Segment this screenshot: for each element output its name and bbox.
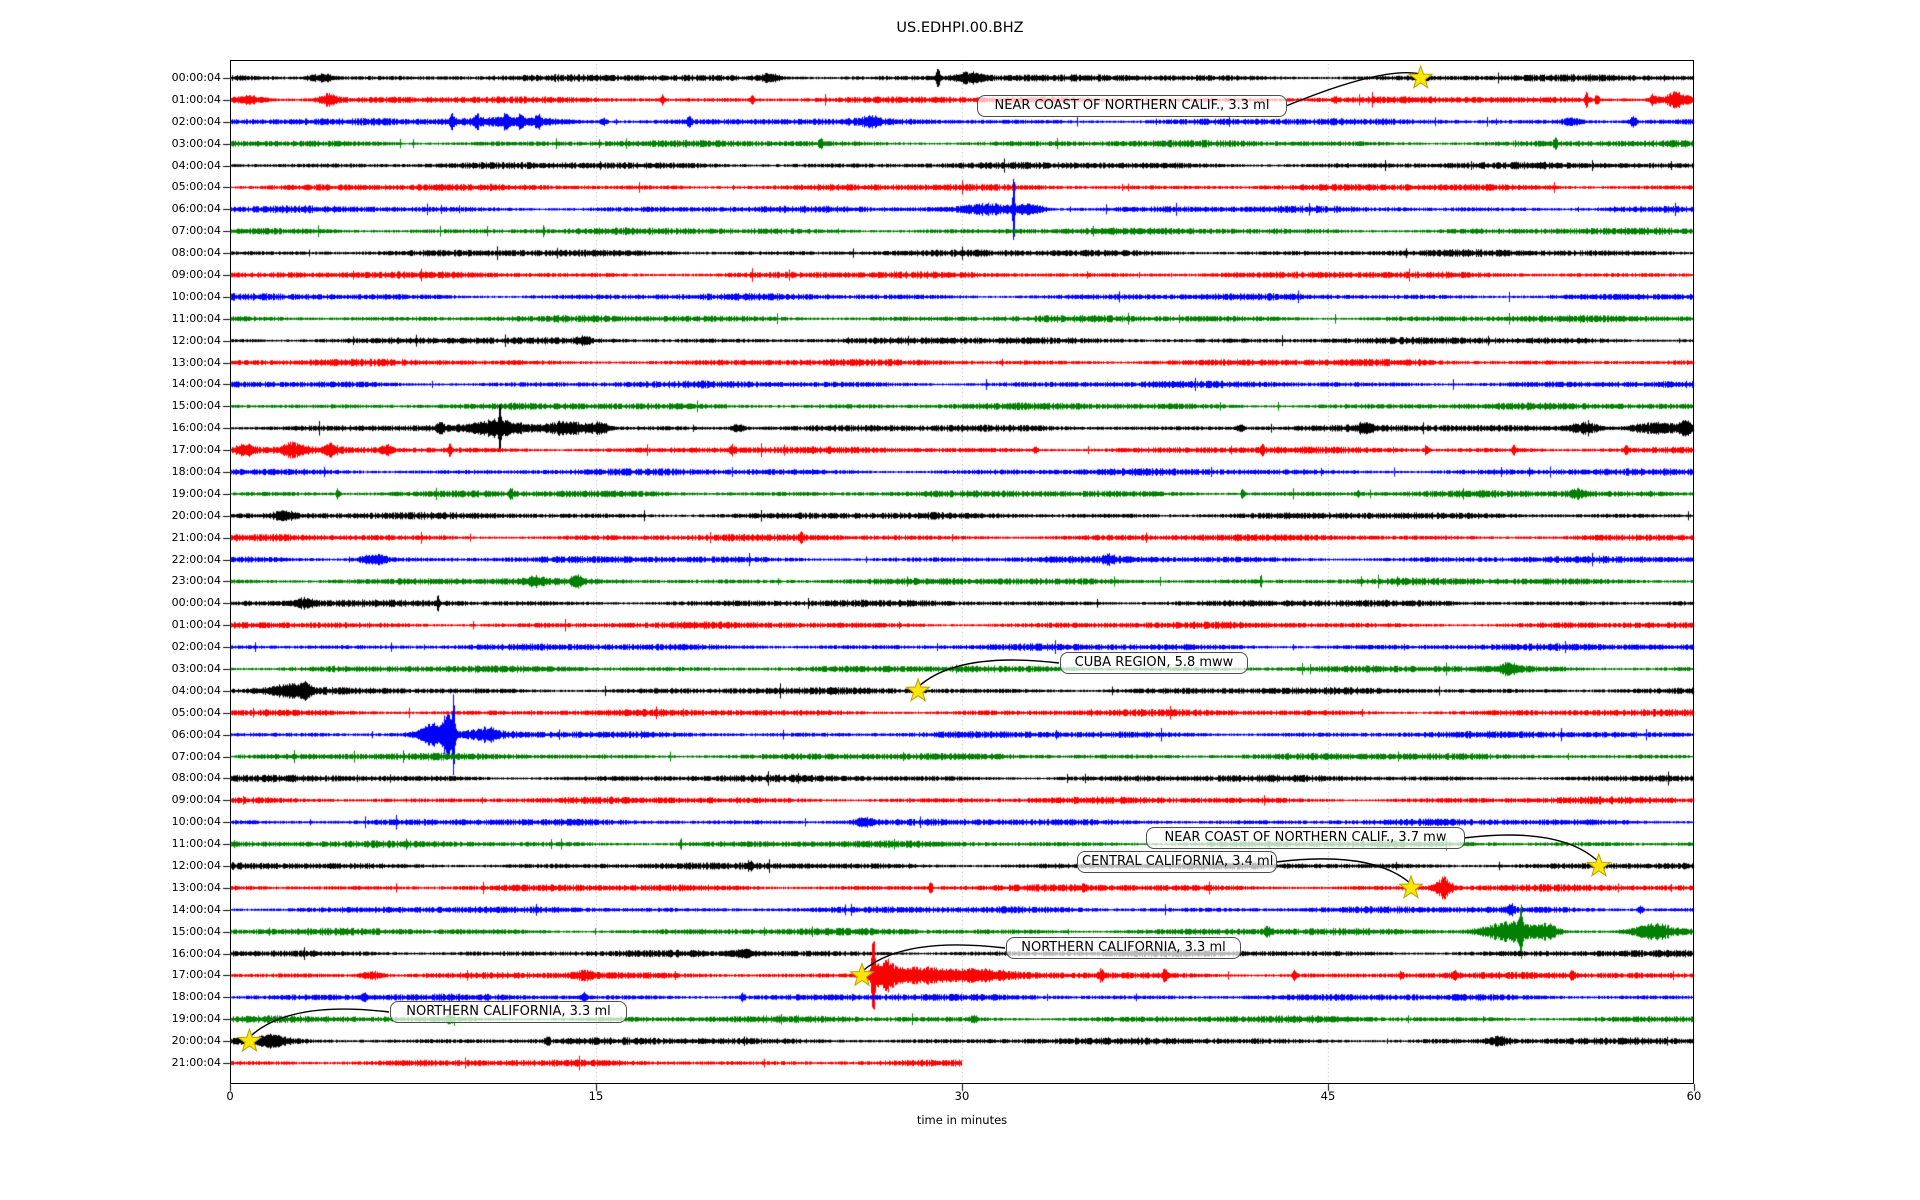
y-axis-label: 00:00:04 (171, 71, 221, 84)
y-axis-label: 08:00:04 (171, 246, 221, 260)
plot-frame (230, 60, 1694, 1084)
event-annotation-box: NORTHERN CALIFORNIA, 3.3 ml (390, 1001, 627, 1023)
y-axis-label: 14:00:04 (171, 377, 221, 391)
y-axis-label: 05:00:04 (171, 705, 221, 719)
y-axis-label: 03:00:04 (171, 136, 221, 150)
y-axis-label: 02:00:04 (171, 114, 221, 128)
x-axis-tick-label: 0 (226, 1089, 234, 1103)
event-annotation-box: CUBA REGION, 5.8 mww (1060, 652, 1248, 674)
y-axis-label: 21:00:04 (171, 1056, 221, 1070)
y-axis-label: 12:00:04 (171, 859, 221, 873)
y-axis-label: 18:00:04 (171, 465, 221, 479)
y-axis-label: 16:00:04 (171, 421, 221, 435)
y-axis-label: 11:00:04 (171, 837, 221, 851)
y-axis-label: 17:00:04 (171, 968, 221, 982)
y-axis-label: 06:00:04 (171, 202, 221, 216)
y-axis-label: 03:00:04 (171, 662, 221, 676)
y-axis-label: 01:00:04 (171, 618, 221, 632)
event-annotation-box: NEAR COAST OF NORTHERN CALIF., 3.3 ml (977, 95, 1287, 117)
x-axis-title: time in minutes (916, 1113, 1008, 1127)
y-axis-label: 10:00:04 (171, 289, 221, 303)
x-axis-tick-label: 60 (1686, 1089, 1702, 1103)
y-axis-label: 01:00:04 (171, 92, 221, 106)
y-axis-label: 11:00:04 (171, 311, 221, 325)
y-axis-label: 04:00:04 (171, 158, 221, 172)
y-axis-label: 19:00:04 (171, 486, 221, 500)
x-axis-tick-label: 45 (1320, 1089, 1336, 1103)
event-annotation-box: CENTRAL CALIFORNIA, 3.4 ml (1077, 851, 1277, 873)
event-annotation-box: NEAR COAST OF NORTHERN CALIF., 3.7 mw (1146, 827, 1465, 849)
y-axis-label: 16:00:04 (171, 946, 221, 960)
y-axis-label: 18:00:04 (171, 990, 221, 1004)
y-axis-label: 02:00:04 (171, 640, 221, 654)
y-axis-label: 23:00:04 (171, 574, 221, 588)
y-axis-label: 13:00:04 (171, 355, 221, 369)
y-axis-label: 19:00:04 (171, 1012, 221, 1026)
y-axis-label: 22:00:04 (171, 552, 221, 566)
x-axis-tick-label: 15 (588, 1089, 604, 1103)
y-axis-label: 07:00:04 (171, 224, 221, 238)
y-axis-label: 15:00:04 (171, 924, 221, 938)
y-axis-label: 12:00:04 (171, 333, 221, 347)
x-axis-tick-label: 30 (954, 1089, 970, 1103)
y-axis-label: 07:00:04 (171, 749, 221, 763)
y-axis-label: 08:00:04 (171, 771, 221, 785)
y-axis-label: 05:00:04 (171, 180, 221, 194)
y-axis-label: 20:00:04 (171, 508, 221, 522)
y-axis-label: 17:00:04 (171, 443, 221, 457)
y-axis-label: 15:00:04 (171, 399, 221, 413)
y-axis-label: 13:00:04 (171, 880, 221, 894)
y-axis-label: 00:00:04 (171, 596, 221, 610)
y-axis-label: 09:00:04 (171, 793, 221, 807)
y-axis-label: 06:00:04 (171, 727, 221, 741)
y-axis-label: 14:00:04 (171, 902, 221, 916)
y-axis-label: 20:00:04 (171, 1034, 221, 1048)
y-axis-label: 09:00:04 (171, 268, 221, 281)
y-axis-label: 04:00:04 (171, 683, 221, 697)
y-axis-label: 21:00:04 (171, 530, 221, 544)
event-annotation-box: NORTHERN CALIFORNIA, 3.3 ml (1006, 937, 1241, 959)
y-axis-label: 10:00:04 (171, 815, 221, 829)
